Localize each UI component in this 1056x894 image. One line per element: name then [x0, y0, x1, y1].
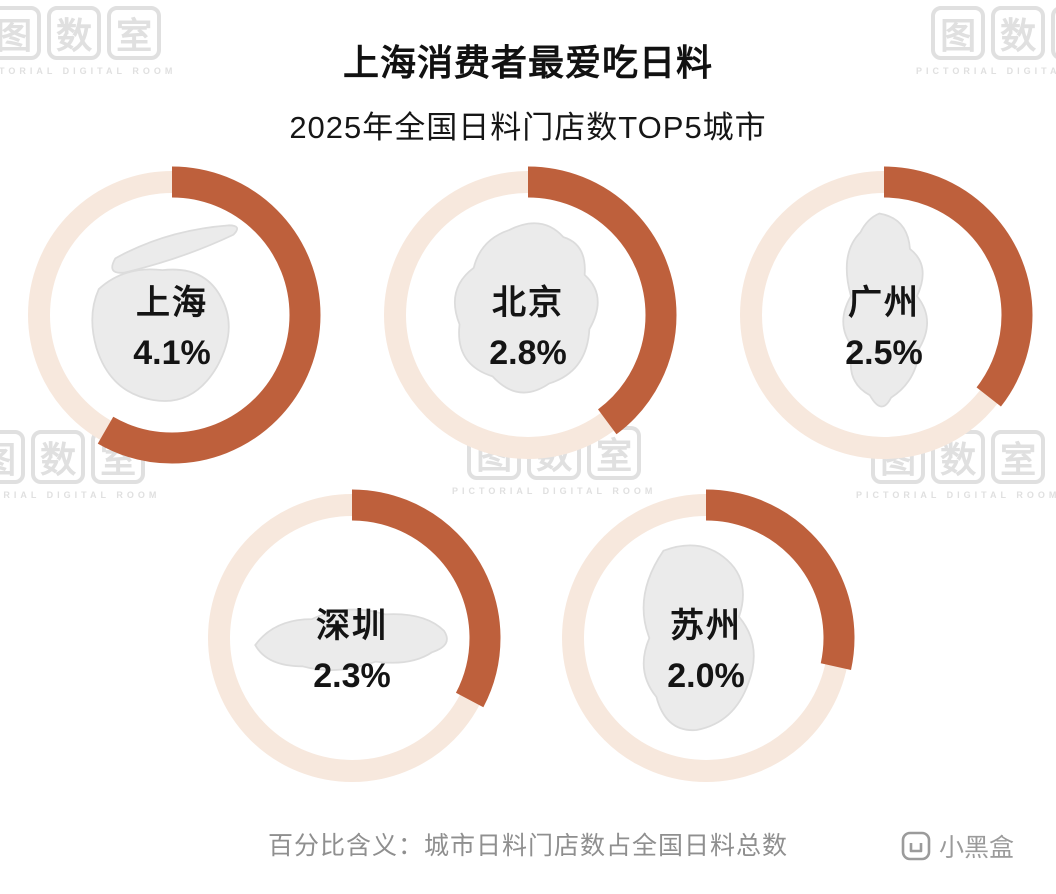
city-name: 苏州 [670, 607, 742, 645]
donut-shenzhen: 深圳 2.3% [202, 488, 502, 788]
city-value: 2.5% [845, 334, 923, 372]
donut-beijing: 北京 2.8% [378, 165, 678, 465]
donut-label: 上海 4.1% [22, 275, 322, 373]
city-map-suzhou [642, 544, 755, 731]
brand-name: 小黑盒 [938, 834, 1014, 862]
donut-guangzhou: 广州 2.5% [734, 165, 1034, 465]
city-map-beijing [453, 222, 599, 394]
city-name: 广州 [848, 284, 920, 322]
donut-label: 深圳 2.3% [202, 598, 502, 696]
watermark-logo: 图 数 室 PICTORIAL DIGITAL ROOM [0, 6, 176, 76]
city-value: 2.3% [313, 657, 391, 695]
city-name: 上海 [136, 284, 208, 322]
page-title: 上海消费者最爱吃日料 [342, 42, 713, 83]
header: 上海消费者最爱吃日料 2025年全国日料门店数TOP5城市 [0, 34, 1056, 147]
city-name: 深圳 [316, 607, 388, 645]
city-map-guangzhou [842, 212, 928, 408]
city-map-shenzhen [254, 608, 448, 671]
donut-shanghai: 上海 4.1% [22, 165, 322, 465]
page-subtitle: 2025年全国日料门店数TOP5城市 [289, 110, 767, 145]
donut-label: 苏州 2.0% [556, 598, 856, 696]
city-name: 北京 [492, 284, 564, 322]
city-value: 2.8% [489, 334, 567, 372]
watermark-chars: 图 数 室 [0, 6, 176, 60]
city-value: 2.0% [667, 657, 745, 695]
brand-logo: 小黑盒 [901, 828, 1014, 864]
donut-label: 北京 2.8% [378, 275, 678, 373]
xiaoheihe-box-icon [901, 831, 931, 861]
city-map-shanghai [91, 224, 238, 402]
city-value: 4.1% [133, 334, 211, 372]
watermark-logo: 图 数 室 PICTORIAL DIGITAL ROOM [916, 6, 1056, 76]
donut-label: 广州 2.5% [734, 275, 1034, 373]
watermark-chars: 图 数 室 [916, 6, 1056, 60]
footnote: 百分比含义：城市日料门店数占全国日料总数 [267, 832, 788, 860]
donut-suzhou: 苏州 2.0% [556, 488, 856, 788]
